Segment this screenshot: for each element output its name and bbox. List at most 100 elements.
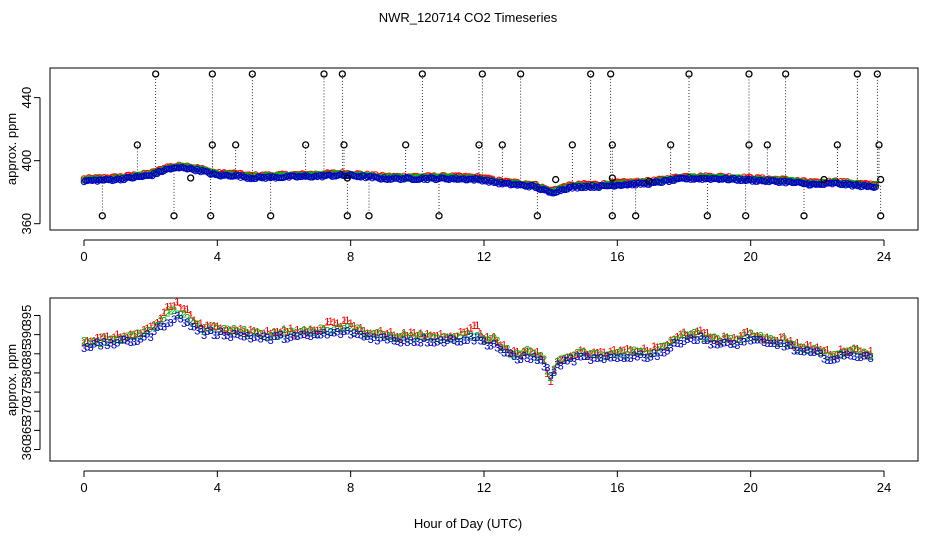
series-connector <box>270 330 275 334</box>
series-2-point: 2 <box>644 349 650 361</box>
series-1-point: 1 <box>344 315 350 327</box>
series-3-point: 3 <box>618 352 624 364</box>
x-tick-label: 12 <box>477 480 491 495</box>
x-tick-label: 4 <box>214 249 221 264</box>
series-connector <box>580 349 585 352</box>
baseline-point <box>750 176 758 183</box>
outlier-point <box>232 141 240 149</box>
baseline-point <box>237 174 244 181</box>
series-1-point: 1 <box>121 331 127 343</box>
series-1-point: 1 <box>498 340 504 352</box>
series-1-point: 1 <box>254 327 260 339</box>
series-3-point: 3 <box>591 353 597 365</box>
series-1-point: 1 <box>664 339 670 351</box>
series-connector <box>743 331 748 333</box>
series-2-point: 2 <box>538 350 544 362</box>
series-2-point: 2 <box>311 327 317 339</box>
series-3-point: 3 <box>634 351 640 363</box>
series-3-point: 3 <box>608 353 614 365</box>
series-2-point: 2 <box>108 334 114 346</box>
series-connector <box>397 335 401 338</box>
series-3-point: 3 <box>594 353 600 365</box>
series-1-point: 1 <box>651 341 657 353</box>
series-3-point: 3 <box>614 353 620 365</box>
series-connector <box>700 329 705 333</box>
series-2-point: 2 <box>758 331 764 343</box>
series-1-point: 1 <box>691 330 697 342</box>
series-2-point: 2 <box>194 319 200 331</box>
series-2-point: 2 <box>784 338 790 350</box>
series-3-point: 3 <box>101 336 107 348</box>
series-1-point: 1 <box>531 348 537 360</box>
series-2-point: 2 <box>508 348 514 360</box>
series-1-point: 1 <box>308 324 314 336</box>
series-2-point: 2 <box>504 344 510 356</box>
baseline-point <box>567 183 574 191</box>
series-1-point: 1 <box>694 326 700 338</box>
baseline-point <box>754 178 761 185</box>
series-1-point: 1 <box>411 328 417 340</box>
series-3-point: 3 <box>138 334 144 346</box>
baseline-point <box>512 180 519 188</box>
series-3-point: 3 <box>501 348 507 360</box>
series-3-point: 3 <box>514 355 520 367</box>
outlier-point <box>645 177 653 185</box>
series-3-point: 3 <box>174 311 180 323</box>
baseline-point <box>849 182 856 190</box>
series-1-point: 1 <box>584 350 590 362</box>
series-2-point: 2 <box>121 333 127 345</box>
series-connector <box>517 351 521 356</box>
series-1-point: 1 <box>371 329 377 341</box>
series-3-point: 3 <box>771 338 777 350</box>
series-3-point: 3 <box>418 338 424 350</box>
series-2-point: 2 <box>721 333 727 345</box>
outlier-point <box>608 141 616 149</box>
series-1-point: 1 <box>141 324 147 336</box>
series-connector <box>520 350 525 356</box>
series-1-point: 1 <box>131 329 137 341</box>
series-2-point: 2 <box>581 347 587 359</box>
outlier-point <box>187 174 195 182</box>
series-3-point: 3 <box>824 355 830 367</box>
series-1-point: 1 <box>128 329 134 341</box>
series-3-point: 3 <box>681 336 687 348</box>
series-1-point: 1 <box>831 351 837 363</box>
series-connector <box>300 329 305 332</box>
series-connector <box>707 332 711 338</box>
outlier-point <box>875 141 883 149</box>
series-2-point: 2 <box>584 351 590 363</box>
baseline-point <box>474 175 481 182</box>
series-2-point: 2 <box>678 332 684 344</box>
series-2-point: 2 <box>768 334 774 346</box>
series-1-point: 1 <box>238 324 244 336</box>
series-3-point: 3 <box>171 314 177 326</box>
series-connector <box>730 337 735 342</box>
series-1-point: 1 <box>471 320 477 332</box>
series-1-point: 1 <box>864 350 870 362</box>
series-3-point: 3 <box>181 318 187 330</box>
series-1-point: 1 <box>714 334 720 346</box>
series-2-point: 2 <box>648 348 654 360</box>
series-1-point: 1 <box>374 328 380 340</box>
series-1-point: 1 <box>331 317 337 329</box>
series-1-point: 1 <box>461 327 467 339</box>
series-connector <box>107 335 111 340</box>
series-connector <box>763 336 768 340</box>
series-1-point: 1 <box>388 326 394 338</box>
series-connector <box>560 357 565 361</box>
series-3-point: 3 <box>434 337 440 349</box>
x-tick-label: 4 <box>214 480 221 495</box>
series-connector <box>220 327 225 331</box>
series-2-point: 2 <box>84 337 90 349</box>
series-1-point: 1 <box>464 326 470 338</box>
series-connector <box>610 349 615 352</box>
series-2-point: 2 <box>764 334 770 346</box>
series-3-point: 3 <box>658 347 664 359</box>
series-3-point: 3 <box>458 336 464 348</box>
series-3-point: 3 <box>364 331 370 343</box>
series-2-point: 2 <box>864 349 870 361</box>
series-2-point: 2 <box>404 333 410 345</box>
series-1-point: 1 <box>318 325 324 337</box>
series-1-point: 1 <box>501 340 507 352</box>
